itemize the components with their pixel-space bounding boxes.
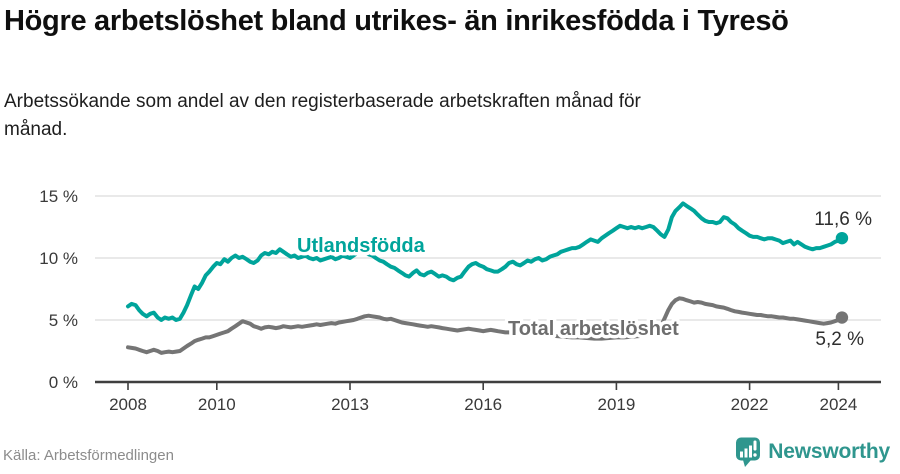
series-line-0 xyxy=(126,201,844,322)
x-tick-label: 2024 xyxy=(819,395,857,414)
page-title: Högre arbetslöshet bland utrikes- än inr… xyxy=(4,5,789,37)
end-value-label-1: 5,2 % xyxy=(815,329,864,350)
x-tick-label: 2008 xyxy=(109,395,147,414)
y-tick-label: 5 % xyxy=(49,311,78,330)
series-label-0: Utlandsfödda xyxy=(297,235,426,257)
unemployment-chart: 2008 2010 2013 2016 2019 2022 2024 0 % 5 % 10 % 15… xyxy=(39,187,881,414)
newsworthy-logo-icon xyxy=(736,437,761,467)
page-subtitle: Arbetssökande som andel av den registerb… xyxy=(4,91,641,140)
end-value-label-0: 11,6 % xyxy=(814,209,872,230)
y-tick-label: 0 % xyxy=(49,373,78,392)
series-line-1 xyxy=(126,296,844,355)
x-tick-label: 2013 xyxy=(331,395,369,414)
y-tick-label: 15 % xyxy=(39,187,78,206)
series-label-1: Total arbetslöshet xyxy=(508,318,679,340)
x-tick-label: 2019 xyxy=(597,395,635,414)
newsworthy-brand: Newsworthy xyxy=(735,436,890,468)
x-tick-label: 2016 xyxy=(464,395,502,414)
end-dot-1 xyxy=(835,311,849,324)
x-tick-label: 2010 xyxy=(198,395,236,414)
x-tick-label: 2022 xyxy=(731,395,769,414)
source-attribution: Källa: Arbetsförmedlingen xyxy=(3,447,174,464)
newsworthy-brand-label: Newsworthy xyxy=(768,440,890,463)
y-tick-label: 10 % xyxy=(39,249,78,268)
end-dot-0 xyxy=(835,231,849,245)
